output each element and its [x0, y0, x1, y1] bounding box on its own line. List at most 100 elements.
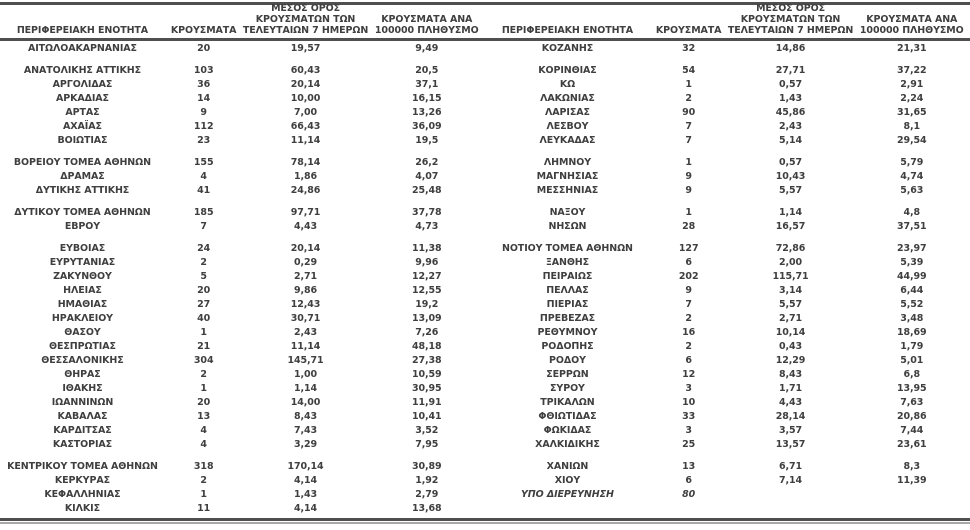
cases-cell: 1: [685, 157, 692, 168]
table-row: ΘΕΣΠΡΩΤΙΑΣ 21 11,14 48,18: [0, 340, 485, 354]
avg7-cell: 16,57: [775, 221, 806, 232]
table-row: ΣΥΡΟΥ 3 1,71 13,95: [485, 382, 970, 396]
table-row: ΒΟΡΕΙΟΥ ΤΟΜΕΑ ΑΘΗΝΩΝ 155 78,14 26,2: [0, 156, 485, 170]
avg7-cell: 4,14: [294, 503, 318, 514]
per100k-cell: 37,78: [411, 207, 442, 218]
table-row: ΛΗΜΝΟΥ 1 0,57 5,79: [485, 156, 970, 170]
avg7-cell: 5,57: [779, 185, 803, 196]
per100k-cell: [854, 488, 970, 502]
region-cell: ΗΛΕΙΑΣ: [63, 285, 102, 296]
region-cell: ΘΕΣΠΡΩΤΙΑΣ: [48, 341, 116, 352]
cases-cell: 7: [200, 221, 207, 232]
cases-cell: 5: [200, 271, 207, 282]
avg7-cell: 60,43: [290, 65, 321, 76]
per100k-cell: 13,68: [411, 503, 442, 514]
cases-cell: 6: [685, 257, 692, 268]
per100k-cell: 36,09: [411, 121, 442, 132]
row-group: ΚΕΝΤΡΙΚΟΥ ΤΟΜΕΑ ΑΘΗΝΩΝ 318 170,14 30,89 ΚΕΡΚ…: [0, 460, 485, 516]
table-row: ΠΕΙΡΑΙΩΣ 202 115,71 44,99: [485, 270, 970, 284]
table-row: ΑΝΑΤΟΛΙΚΗΣ ΑΤΤΙΚΗΣ 103 60,43 20,5: [0, 64, 485, 78]
per100k-cell: 3,48: [900, 313, 924, 324]
per100k-cell: 11,39: [896, 475, 927, 486]
cases-cell: 1: [200, 489, 207, 500]
region-cell: ΡΟΔΟΥ: [549, 355, 586, 366]
avg7-cell: 1,43: [294, 489, 318, 500]
column-header-avg7: ΜΕΣΟΣ ΟΡΟΣ ΚΡΟΥΣΜΑΤΩΝ ΤΩΝ ΤΕΛΕΥΤΑΙΩΝ 7 Η…: [242, 3, 369, 36]
table-row: ΚΕΝΤΡΙΚΟΥ ΤΟΜΕΑ ΑΘΗΝΩΝ 318 170,14 30,89: [0, 460, 485, 474]
avg7-cell: 0,57: [779, 157, 803, 168]
cases-cell: 4: [200, 425, 207, 436]
cases-cell: 20: [197, 397, 211, 408]
region-cell: ΧΑΝΙΩΝ: [546, 461, 589, 472]
per100k-cell: 8,3: [903, 461, 921, 472]
per100k-cell: 12,27: [411, 271, 442, 282]
table-row: ΚΙΛΚΙΣ 11 4,14 13,68: [0, 502, 485, 516]
cases-cell: 40: [197, 313, 211, 324]
per100k-cell: 37,51: [896, 221, 927, 232]
region-cell: ΒΟΙΩΤΙΑΣ: [57, 135, 108, 146]
avg7-cell: 4,43: [779, 397, 803, 408]
cases-cell: 1: [200, 383, 207, 394]
region-cell: ΝΟΤΙΟΥ ΤΟΜΕΑ ΑΘΗΝΩΝ: [501, 243, 633, 254]
per100k-cell: 26,2: [415, 157, 439, 168]
table-row: ΞΑΝΘΗΣ 6 2,00 5,39: [485, 256, 970, 270]
avg7-cell: 1,43: [779, 93, 803, 104]
region-cell: ΚΑΒΑΛΑΣ: [57, 411, 108, 422]
table-row: ΖΑΚΥΝΘΟΥ 5 2,71 12,27: [0, 270, 485, 284]
table-row: ΚΕΦΑΛΛΗΝΙΑΣ 1 1,43 2,79: [0, 488, 485, 502]
cases-cell: 23: [197, 135, 211, 146]
cases-cell: 9: [200, 107, 207, 118]
per100k-cell: 37,22: [896, 65, 927, 76]
avg7-cell: 3,14: [779, 285, 803, 296]
avg7-cell: 1,86: [294, 171, 318, 182]
cases-cell: 9: [685, 285, 692, 296]
region-cell: ΑΡΤΑΣ: [65, 107, 100, 118]
table-row: ΦΘΙΩΤΙΔΑΣ 33 28,14 20,86: [485, 410, 970, 424]
region-cell: ΚΟΖΑΝΗΣ: [541, 43, 594, 54]
table-row: ΧΑΝΙΩΝ 13 6,71 8,3: [485, 460, 970, 474]
per100k-cell: 4,74: [900, 171, 924, 182]
region-cell: ΙΩΑΝΝΙΝΩΝ: [51, 397, 114, 408]
per100k-cell: 23,97: [896, 243, 927, 254]
avg7-cell: 4,43: [294, 221, 318, 232]
per100k-cell: 11,91: [411, 397, 442, 408]
table-row: ΔΥΤΙΚΗΣ ΑΤΤΙΚΗΣ 41 24,86 25,48: [0, 184, 485, 198]
cases-cell: 9: [685, 185, 692, 196]
region-cell: ΚΙΛΚΙΣ: [64, 503, 100, 514]
table-row: ΛΑΚΩΝΙΑΣ 2 1,43 2,24: [485, 92, 970, 106]
region-cell: ΠΙΕΡΙΑΣ: [546, 299, 589, 310]
avg7-cell: 5,57: [779, 299, 803, 310]
cases-cell: 185: [193, 207, 214, 218]
region-cell: ΘΗΡΑΣ: [64, 369, 101, 380]
table-row: ΗΡΑΚΛΕΙΟΥ 40 30,71 13,09: [0, 312, 485, 326]
table-row: ΗΜΑΘΙΑΣ 27 12,43 19,2: [0, 298, 485, 312]
cases-cell: 2: [200, 369, 207, 380]
avg7-cell: 2,71: [779, 313, 803, 324]
region-cell: ΠΕΛΛΑΣ: [546, 285, 589, 296]
avg7-cell: 2,00: [779, 257, 803, 268]
cases-cell: 1: [200, 327, 207, 338]
per100k-cell: 19,2: [415, 299, 439, 310]
region-cell: ΔΥΤΙΚΗΣ ΑΤΤΙΚΗΣ: [35, 185, 130, 196]
column-header-region: ΠΕΡΙΦΕΡΕΙΑΚΗ ΕΝΟΤΗΤΑ: [501, 25, 634, 36]
table-right: ΠΕΡΙΦΕΡΕΙΑΚΗ ΕΝΟΤΗΤΑ ΚΡΟΥΣΜΑΤΑ ΜΕΣΟΣ ΟΡΟ…: [485, 3, 970, 516]
avg7-cell: 7,00: [294, 107, 318, 118]
region-cell: ΥΠΟ ΔΙΕΡΕΥΝΗΣΗ: [521, 489, 614, 500]
region-cell: ΔΥΤΙΚΟΥ ΤΟΜΕΑ ΑΘΗΝΩΝ: [14, 207, 151, 218]
region-cell: ΚΟΡΙΝΘΙΑΣ: [538, 65, 597, 76]
table-row: ΘΗΡΑΣ 2 1,00 10,59: [0, 368, 485, 382]
cases-cell: 11: [197, 503, 211, 514]
per100k-cell: 48,18: [411, 341, 442, 352]
cases-cell: 2: [685, 93, 692, 104]
avg7-cell: 11,14: [290, 135, 321, 146]
cases-cell: 24: [197, 243, 211, 254]
per100k-cell: 10,41: [411, 411, 442, 422]
table-row: ΕΥΒΟΙΑΣ 24 20,14 11,38: [0, 242, 485, 256]
cases-cell: 304: [193, 355, 214, 366]
region-cell: ΠΡΕΒΕΖΑΣ: [539, 313, 595, 324]
avg7-cell: 24,86: [290, 185, 321, 196]
table-header-row: ΠΕΡΙΦΕΡΕΙΑΚΗ ΕΝΟΤΗΤΑ ΚΡΟΥΣΜΑΤΑ ΜΕΣΟΣ ΟΡΟ…: [485, 3, 970, 41]
cases-cell: 112: [193, 121, 214, 132]
cases-cell: 2: [685, 313, 692, 324]
table-row: ΠΡΕΒΕΖΑΣ 2 2,71 3,48: [485, 312, 970, 326]
